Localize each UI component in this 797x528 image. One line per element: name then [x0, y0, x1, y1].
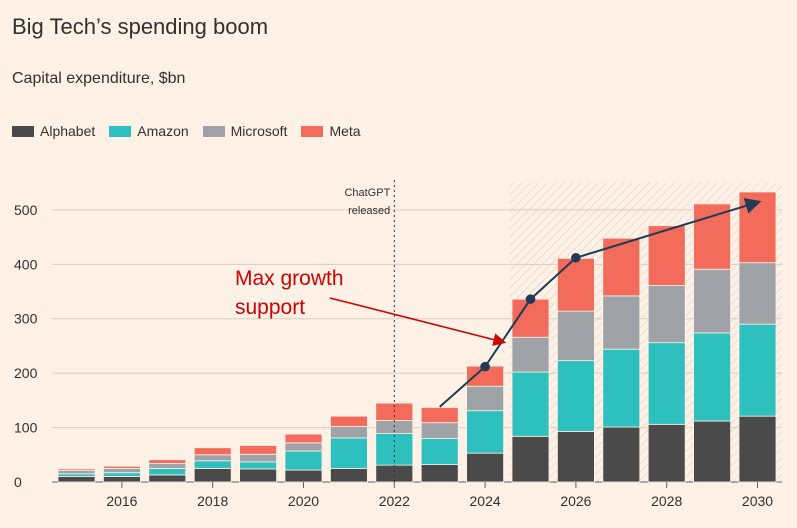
bar-microsoft-2029	[693, 268, 731, 334]
y-tick-label-0: 0	[14, 474, 22, 490]
bar-amazon-2023	[420, 438, 459, 465]
bar-microsoft-2021	[329, 426, 368, 439]
bar-meta-2029	[693, 203, 731, 270]
bar-amazon-2017	[148, 467, 187, 476]
bar-alphabet-2028	[647, 423, 686, 483]
bar-alphabet-2027	[602, 426, 641, 483]
bar-alphabet-2018	[193, 467, 232, 483]
legend-label-alphabet: Alphabet	[40, 123, 96, 139]
bar-amazon-2019	[239, 461, 278, 470]
x-tick-label-2030: 2030	[742, 493, 773, 509]
bar-microsoft-2026	[557, 310, 595, 362]
bar-alphabet-2017	[148, 474, 187, 483]
bar-microsoft-2018	[193, 454, 232, 462]
bar-amazon-2021	[329, 437, 368, 469]
bar-meta-2016	[103, 465, 141, 469]
bar-microsoft-2030	[738, 262, 777, 325]
chart-title: Big Tech’s spending boom	[12, 14, 269, 39]
callout-label-0: Max growth	[235, 267, 344, 290]
x-tick-label-2016: 2016	[106, 493, 137, 509]
legend-label-amazon: Amazon	[137, 123, 189, 139]
bar-alphabet-2023	[420, 464, 459, 483]
legend-label-meta: Meta	[329, 123, 361, 139]
legend-item-meta: Meta	[301, 123, 361, 139]
bar-meta-2024	[466, 365, 505, 387]
callout-arrow	[329, 297, 507, 346]
bar-alphabet-2024	[466, 452, 505, 483]
bar-amazon-2018	[193, 460, 232, 469]
bar-meta-2018	[193, 447, 232, 456]
growth-trend-line	[439, 198, 762, 408]
bar-meta-2020	[284, 433, 323, 444]
bar-amazon-2029	[693, 332, 731, 422]
bar-amazon-2015	[57, 473, 96, 477]
legend-swatch-amazon	[109, 125, 132, 137]
bar-amazon-2022	[375, 433, 414, 466]
bar-microsoft-2019	[239, 453, 278, 463]
bar-microsoft-2027	[602, 295, 641, 350]
bar-amazon-2016	[103, 472, 141, 477]
y-tick-label-500: 500	[14, 202, 38, 218]
y-tick-label-100: 100	[14, 420, 38, 436]
y-tick-label-300: 300	[14, 311, 38, 327]
bar-amazon-2024	[466, 410, 505, 454]
legend-swatch-microsoft	[202, 125, 225, 137]
legend-item-amazon: Amazon	[109, 123, 189, 139]
bar-microsoft-2017	[148, 463, 187, 469]
bar-alphabet-2015	[57, 476, 96, 483]
bar-amazon-2025	[511, 371, 550, 437]
x-tick-label-2020: 2020	[288, 493, 319, 509]
bar-amazon-2020	[284, 450, 323, 471]
bar-microsoft-2016	[103, 467, 141, 474]
x-tick-label-2018: 2018	[197, 493, 228, 509]
bar-microsoft-2020	[284, 442, 323, 452]
bar-meta-2015	[57, 468, 96, 471]
bar-amazon-2026	[557, 360, 595, 432]
x-tick-label-2024: 2024	[470, 493, 501, 509]
y-tick-label-400: 400	[14, 256, 38, 272]
x-tick-label-2026: 2026	[560, 493, 591, 509]
legend: Alphabet Amazon Microsoft Meta	[12, 123, 361, 139]
bar-meta-2017	[148, 459, 187, 464]
bar-meta-2026	[557, 257, 595, 312]
bar-alphabet-2026	[557, 430, 595, 483]
bar-microsoft-2023	[420, 422, 459, 439]
bar-amazon-2028	[647, 342, 686, 425]
bar-meta-2021	[329, 415, 368, 427]
bar-alphabet-2020	[284, 469, 323, 483]
legend-swatch-meta	[301, 125, 324, 137]
bar-alphabet-2029	[693, 420, 731, 483]
bar-microsoft-2025	[511, 336, 550, 373]
bar-alphabet-2019	[239, 468, 278, 483]
bar-microsoft-2028	[647, 285, 686, 344]
bar-meta-2023	[420, 407, 459, 424]
legend-label-microsoft: Microsoft	[230, 123, 288, 139]
bar-alphabet-2021	[329, 467, 368, 483]
x-tick-label-2022: 2022	[379, 493, 410, 509]
bar-alphabet-2016	[103, 476, 141, 483]
bar-microsoft-2015	[57, 470, 96, 475]
bar-alphabet-2025	[511, 435, 550, 483]
bar-alphabet-2030	[738, 415, 777, 483]
x-tick-label-2028: 2028	[651, 493, 682, 509]
bar-microsoft-2024	[466, 385, 505, 412]
legend-item-microsoft: Microsoft	[202, 123, 288, 139]
legend-item-alphabet: Alphabet	[12, 123, 95, 139]
annotation-label-2022-1: released	[348, 205, 390, 217]
annotation-label-2022-0: ChatGPT	[344, 187, 390, 199]
chart-subtitle: Capital expenditure, $bn	[12, 70, 186, 87]
bar-amazon-2027	[602, 348, 641, 428]
y-tick-label-200: 200	[14, 365, 38, 381]
bar-amazon-2030	[738, 323, 777, 417]
bar-alphabet-2022	[375, 464, 414, 483]
legend-swatch-alphabet	[12, 125, 34, 137]
callout-label-1: support	[235, 296, 305, 319]
bar-meta-2019	[239, 445, 278, 455]
